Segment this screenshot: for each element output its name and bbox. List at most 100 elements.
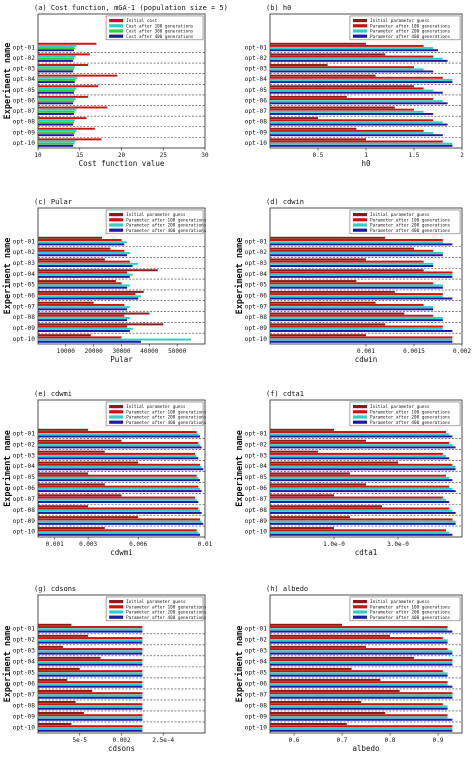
bar (270, 672, 448, 675)
legend-swatch (109, 415, 124, 419)
bar (270, 293, 443, 296)
category-label: opt-07 (245, 108, 268, 115)
category-label: opt-05 (13, 474, 36, 481)
x-axis-label: Pular (110, 355, 133, 364)
bar (38, 457, 199, 460)
legend-label: Initial parameter guess (126, 212, 186, 218)
x-tick-label: 0.5 (313, 152, 324, 159)
bar (38, 325, 128, 328)
bar (270, 55, 434, 58)
bar (38, 674, 143, 677)
bar (270, 705, 448, 708)
bar (38, 306, 130, 309)
category-label: opt-01 (245, 430, 268, 437)
bar (270, 142, 453, 145)
bar (270, 286, 443, 289)
category-label: opt-01 (245, 626, 268, 633)
bar (38, 282, 122, 285)
bar (38, 509, 200, 512)
legend-swatch (353, 410, 367, 414)
bar (38, 290, 144, 293)
bar (38, 623, 72, 626)
bar (38, 450, 105, 453)
bar (270, 129, 424, 132)
legend-swatch (353, 415, 367, 419)
bar (38, 507, 199, 510)
category-label: opt-04 (13, 271, 36, 278)
bar (38, 316, 130, 319)
bar (38, 284, 130, 287)
bar (38, 262, 139, 265)
bar (38, 74, 118, 77)
bar (38, 85, 99, 88)
legend-box (349, 209, 461, 235)
category-label: opt-08 (245, 703, 268, 710)
x-tick-label: 0.9 (433, 737, 444, 744)
bar (270, 297, 453, 300)
category-label: opt-02 (245, 55, 268, 62)
category-label: opt-09 (245, 518, 268, 525)
bar (38, 628, 143, 631)
bar (38, 142, 74, 145)
bar (38, 132, 75, 135)
bar (38, 273, 133, 276)
legend-label: Initial parameter guess (370, 599, 430, 605)
bar (270, 431, 446, 434)
bar (270, 455, 446, 458)
category-label: opt-10 (245, 529, 268, 536)
bar (38, 59, 74, 62)
bar (270, 85, 414, 88)
bar (270, 42, 366, 45)
legend-label: Initial parameter guess (370, 212, 430, 218)
bar (270, 76, 443, 79)
bar (38, 725, 143, 728)
chart-title: (a) Cost function, mGA-1 (population siz… (34, 4, 228, 12)
bar (270, 656, 414, 659)
x-axis-label: Cost function value (79, 159, 165, 168)
x-axis-label: cdwin (355, 355, 378, 364)
legend-label: Parameter after 400 generations (126, 228, 207, 234)
category-label: opt-04 (245, 659, 268, 666)
bar (270, 57, 443, 60)
bar (38, 55, 76, 58)
bar (270, 89, 434, 92)
category-label: opt-03 (13, 260, 36, 267)
category-label: opt-04 (13, 76, 36, 83)
bar (270, 509, 453, 512)
legend-label: Parameter after 400 generations (370, 228, 451, 234)
bar (270, 628, 448, 631)
legend-swatch (109, 600, 124, 604)
bar (270, 476, 450, 479)
bar (270, 725, 453, 728)
bar (38, 626, 143, 629)
bar (38, 518, 200, 521)
bar (270, 269, 424, 272)
x-tick-label: 0.001 (46, 541, 64, 548)
bar (38, 70, 74, 73)
bar (38, 140, 76, 143)
bar (38, 639, 143, 642)
x-tick-label: 30 (201, 152, 209, 159)
bar (38, 634, 89, 637)
chart-panel-6: (f) cdta1 opt-01 opt-02 opt-03 opt-04 opt-05 o… (234, 390, 463, 557)
x-tick-label: 50000 (168, 348, 186, 355)
bar (270, 271, 453, 274)
chart-panel-1: (a) Cost function, mGA-1 (population siz… (2, 4, 228, 168)
legend-box (349, 401, 461, 427)
bar (270, 140, 443, 143)
bar (38, 714, 143, 717)
category-label: opt-07 (13, 303, 36, 310)
category-label: opt-04 (245, 463, 268, 470)
legend-label: Parameter after 100 generations (370, 604, 451, 610)
legend-swatch (109, 19, 124, 23)
category-label: opt-01 (13, 626, 36, 633)
bar (270, 711, 386, 714)
bar (270, 127, 357, 130)
bar (270, 722, 347, 726)
legend-swatch (353, 405, 367, 409)
legend-swatch (353, 228, 367, 232)
bar (270, 112, 434, 115)
bar (270, 681, 448, 684)
category-label: opt-05 (245, 87, 268, 94)
